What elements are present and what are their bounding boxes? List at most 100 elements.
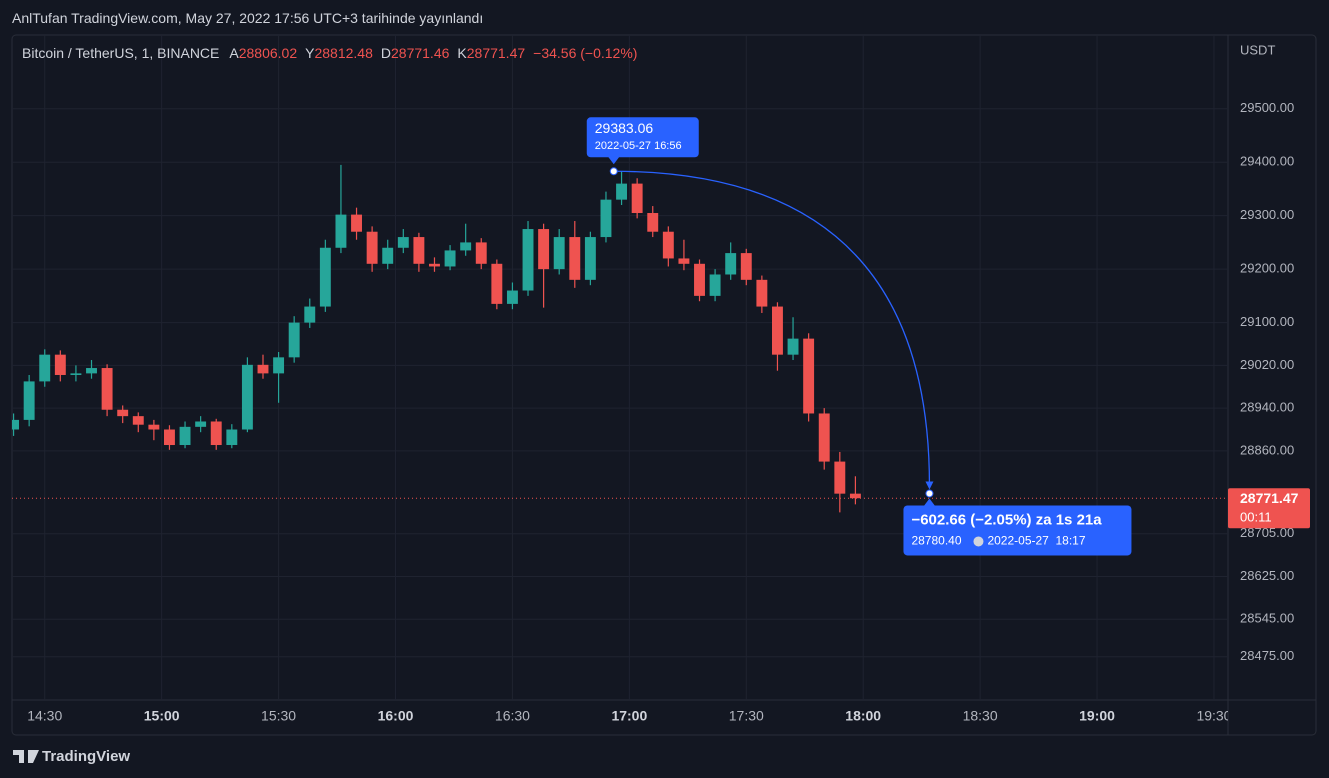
candle-body — [195, 421, 207, 427]
candle-body — [210, 421, 222, 446]
change-label: −602.66 (−2.05%) za 1s 21a — [911, 511, 1102, 528]
start-price: 29383.06 — [595, 120, 654, 136]
end-price: 28780.40 — [911, 534, 961, 548]
candle-body — [257, 364, 269, 374]
candle-body — [538, 229, 550, 270]
candle-body — [366, 231, 378, 264]
x-tick-label: 17:30 — [729, 708, 764, 724]
candle-body — [117, 409, 129, 417]
candle-body — [132, 416, 144, 425]
currency: USDT — [1240, 42, 1275, 57]
candle-body — [569, 237, 581, 280]
y-tick-label: 28625.00 — [1240, 568, 1294, 583]
last-price-tag — [1228, 488, 1310, 529]
candle-body — [647, 213, 659, 232]
x-axis: 14:30 15:00 15:30 16:00 16:30 17:00 17:30 18:00… — [27, 708, 1231, 724]
symbol: Bitcoin / TetherUS, 1, BINANCE — [22, 45, 220, 61]
y-tick-label: 29300.00 — [1240, 207, 1294, 222]
measure-arc — [613, 170, 931, 486]
candle-body — [226, 429, 238, 446]
candle-body — [662, 231, 674, 259]
candle-body — [148, 424, 160, 430]
candle-body — [86, 368, 97, 374]
candle-body — [600, 199, 612, 238]
candle-body — [179, 426, 191, 446]
ohlc-value: 28806.02 — [238, 45, 298, 61]
candle-body — [164, 429, 175, 446]
x-tick-label: 16:30 — [495, 708, 530, 724]
countdown: 00:11 — [1240, 510, 1272, 525]
y-tick-label: 28705.00 — [1240, 525, 1294, 540]
candle-body — [12, 419, 20, 430]
y-tick-label: 28545.00 — [1240, 611, 1294, 626]
x-tick-label: 15:30 — [261, 708, 296, 724]
candle-body — [319, 247, 331, 307]
ohlc-value: 28771.46 — [391, 45, 450, 61]
ohlc-label: K — [457, 45, 467, 61]
candle-body — [444, 250, 456, 267]
x-tick-label: 17:00 — [611, 708, 647, 724]
ohlc-value: 28812.48 — [314, 45, 373, 61]
y-tick-label: 29400.00 — [1240, 154, 1294, 169]
start-time: 2022-05-27 16:56 — [595, 140, 682, 152]
x-tick-label: 16:00 — [378, 708, 414, 724]
end-time: 2022-05-27 18:17 — [987, 534, 1085, 548]
candle-body — [709, 274, 721, 296]
x-tick-label: 14:30 — [27, 708, 62, 724]
candle-body — [818, 413, 830, 462]
candle-body — [772, 306, 783, 355]
candle-body — [70, 373, 82, 375]
candle-body — [23, 381, 35, 420]
candle-body — [335, 214, 347, 248]
candle-body — [787, 338, 799, 355]
y-tick-label: 29100.00 — [1240, 314, 1294, 329]
end-label-pointer — [923, 498, 936, 507]
ohlc-label: Y — [305, 45, 315, 61]
y-tick-label: 29020.00 — [1240, 357, 1294, 372]
candle-body — [101, 368, 113, 410]
y-axis: 29500.00 29400.00 29300.00 29200.00 29100.00… — [1240, 100, 1294, 663]
candle-body — [475, 242, 487, 264]
y-tick-label: 28940.00 — [1240, 400, 1294, 415]
clock-icon — [973, 536, 984, 547]
candle-body — [631, 183, 643, 214]
candle-body — [678, 258, 690, 264]
end-point — [925, 489, 934, 498]
footer-logo: TradingView — [13, 748, 130, 765]
candle-body — [834, 461, 846, 494]
y-tick-label: 29500.00 — [1240, 100, 1294, 115]
candle-body — [273, 357, 285, 374]
legend: Bitcoin / TetherUS, 1, BINANCE A28806.02 Y… — [22, 45, 645, 61]
start-label-pointer — [607, 156, 620, 165]
y-tick-label: 29200.00 — [1240, 261, 1294, 276]
candle-body — [725, 253, 737, 275]
x-tick-label: 19:30 — [1196, 708, 1231, 724]
x-tick-label: 19:00 — [1079, 708, 1115, 724]
candle-body — [616, 183, 628, 200]
candle-body — [351, 214, 362, 232]
start-point — [609, 167, 618, 176]
candle-body — [304, 306, 316, 323]
candle-body — [460, 242, 472, 251]
chart-frame — [11, 34, 1317, 736]
candle-body — [756, 279, 768, 307]
candle-body — [241, 364, 253, 430]
candle-body — [397, 237, 409, 248]
end-label-box — [903, 505, 1132, 556]
candle-body — [740, 253, 752, 280]
candle-body — [491, 263, 503, 304]
candle-body — [803, 338, 815, 414]
publish-header: AnlTufan TradingView.com, May 27, 2022 1… — [12, 10, 484, 26]
candle-body — [413, 237, 425, 264]
candle-body — [54, 354, 66, 375]
arrow-head — [925, 481, 934, 490]
candle-body — [429, 263, 440, 267]
candle-body — [506, 290, 518, 304]
candle-body — [382, 247, 394, 264]
ohlc-value: 28771.47 — [466, 45, 526, 61]
candle-body — [849, 493, 861, 499]
last-price-label: 28771.47 — [1240, 490, 1299, 506]
start-label-box — [586, 117, 699, 158]
